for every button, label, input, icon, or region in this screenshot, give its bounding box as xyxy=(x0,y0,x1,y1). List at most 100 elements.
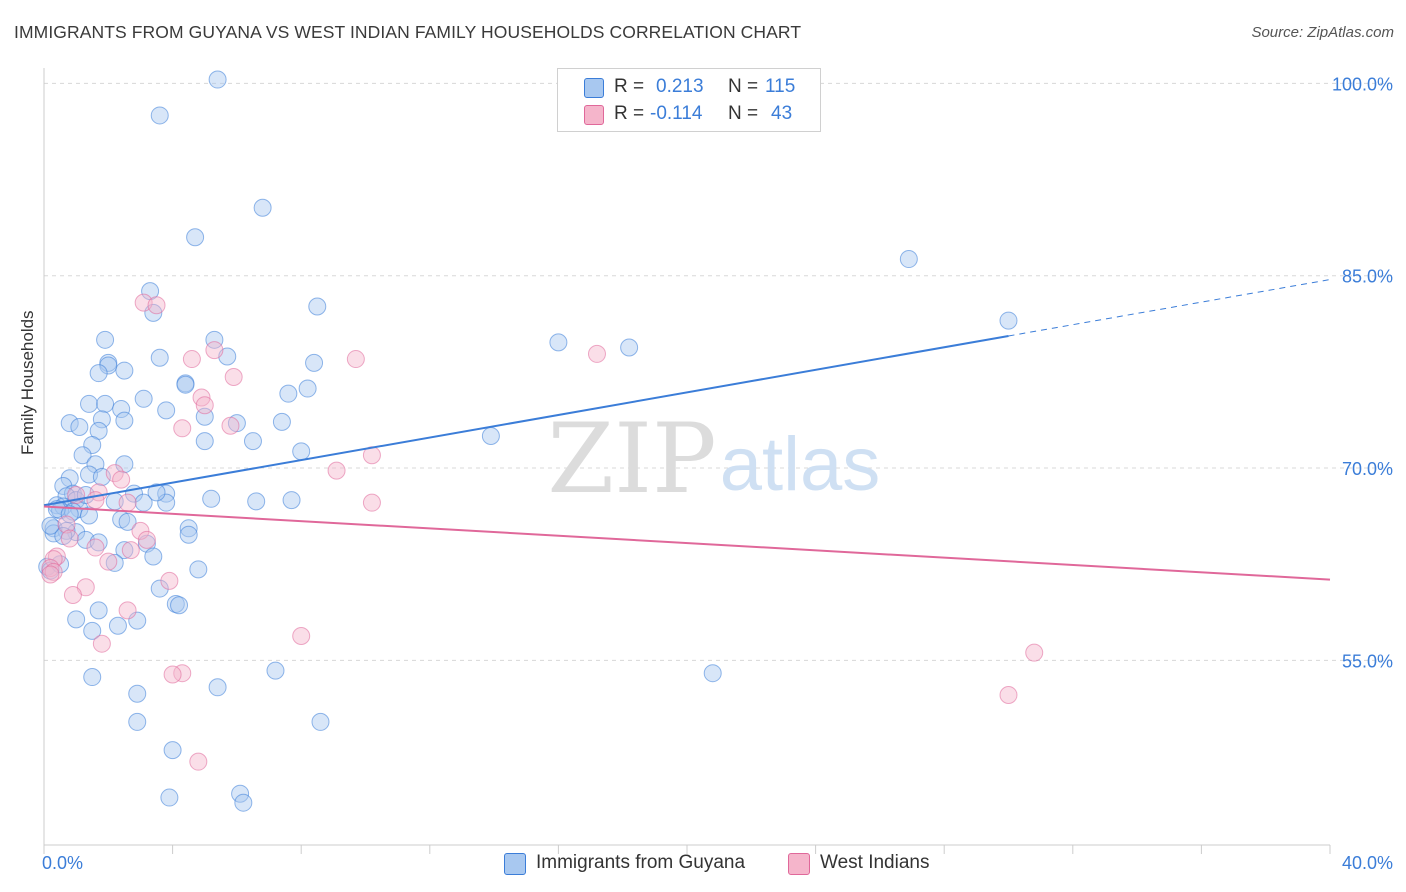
trendline-west-indians xyxy=(43,505,1331,581)
point-guyana xyxy=(115,455,134,474)
point-guyana xyxy=(96,394,115,413)
point-guyana xyxy=(41,516,60,535)
point-guyana xyxy=(272,412,291,431)
point-guyana xyxy=(179,525,198,544)
point-west-indians xyxy=(131,521,150,540)
trendline-guyana xyxy=(43,334,1009,507)
point-west-indians xyxy=(224,368,243,387)
point-west-indians xyxy=(362,493,381,512)
point-west-indians xyxy=(118,601,137,620)
point-guyana xyxy=(247,492,266,511)
point-west-indians xyxy=(195,396,214,415)
point-guyana xyxy=(150,348,169,367)
point-west-indians xyxy=(118,493,137,512)
legend-n-label: N = xyxy=(728,76,759,97)
point-guyana xyxy=(620,338,639,357)
point-guyana xyxy=(118,512,137,531)
point-guyana xyxy=(266,661,285,680)
point-guyana xyxy=(105,553,124,572)
legend-n-value: 43 xyxy=(771,103,793,124)
point-guyana xyxy=(150,579,169,598)
point-west-indians xyxy=(105,464,124,483)
point-guyana xyxy=(234,793,253,812)
point-guyana xyxy=(202,489,221,508)
point-west-indians xyxy=(1025,643,1044,662)
point-west-indians xyxy=(57,515,76,534)
point-guyana xyxy=(89,533,108,552)
point-guyana xyxy=(163,741,182,760)
point-west-indians xyxy=(63,585,82,604)
legend-r-value: -0.114 xyxy=(650,103,703,124)
point-guyana xyxy=(292,442,311,461)
point-guyana xyxy=(549,333,568,352)
point-guyana xyxy=(311,712,330,731)
point-guyana xyxy=(115,411,134,430)
legend-swatch-guyana xyxy=(584,78,604,98)
point-guyana xyxy=(160,788,179,807)
point-guyana xyxy=(170,596,189,615)
point-west-indians xyxy=(292,627,311,646)
legend-r-label: R = xyxy=(614,103,645,124)
point-guyana xyxy=(157,401,176,420)
point-west-indians xyxy=(147,296,166,315)
point-guyana xyxy=(83,621,102,640)
point-guyana xyxy=(147,483,166,502)
point-guyana xyxy=(298,379,317,398)
point-guyana xyxy=(128,684,147,703)
point-west-indians xyxy=(205,341,224,360)
chart-title: IMMIGRANTS FROM GUYANA VS WEST INDIAN FA… xyxy=(14,22,802,42)
bottom-legend-label-guyana: Immigrants from Guyana xyxy=(536,852,746,873)
point-guyana xyxy=(60,505,79,524)
points-layer xyxy=(38,70,1044,812)
point-west-indians xyxy=(112,470,131,489)
point-guyana xyxy=(899,250,918,269)
bottom-legend-swatch-guyana xyxy=(504,853,526,875)
legend-n-label: N = xyxy=(728,103,759,124)
point-guyana xyxy=(308,297,327,316)
point-west-indians xyxy=(221,416,240,435)
point-west-indians xyxy=(47,547,66,566)
point-west-indians xyxy=(160,571,179,590)
point-guyana xyxy=(282,491,301,510)
axis-layer xyxy=(43,68,1331,854)
point-guyana xyxy=(176,375,195,394)
point-guyana xyxy=(144,547,163,566)
point-guyana xyxy=(73,446,92,465)
y-axis-label: Family Households xyxy=(18,310,37,455)
y-tick-label: 55.0% xyxy=(1342,651,1393,671)
point-west-indians xyxy=(173,664,192,683)
bottom-legend-swatch-west-indians xyxy=(788,853,810,875)
point-west-indians xyxy=(189,752,208,771)
source-credit: Source: ZipAtlas.com xyxy=(1251,24,1394,41)
point-west-indians xyxy=(60,529,79,548)
point-guyana xyxy=(92,410,111,429)
point-guyana xyxy=(243,432,262,451)
point-guyana xyxy=(83,668,102,687)
y-tick-label: 70.0% xyxy=(1342,459,1393,479)
point-guyana xyxy=(99,356,118,375)
point-west-indians xyxy=(182,350,201,369)
point-guyana xyxy=(305,353,324,372)
correlation-legend: R = 0.213 N = 115 R = -0.114 N = 43 xyxy=(557,68,821,132)
point-guyana xyxy=(253,198,272,217)
trendline-guyana-projection xyxy=(1008,279,1331,337)
point-guyana xyxy=(189,560,208,579)
point-guyana xyxy=(115,361,134,380)
point-west-indians xyxy=(163,665,182,684)
point-west-indians xyxy=(346,350,365,369)
point-guyana xyxy=(70,418,89,437)
point-guyana xyxy=(999,311,1018,330)
point-guyana xyxy=(60,414,79,433)
point-guyana xyxy=(80,506,99,525)
point-west-indians xyxy=(41,565,60,584)
watermark-zip: ZIP xyxy=(547,403,716,515)
point-west-indians xyxy=(121,541,140,560)
point-guyana xyxy=(54,476,73,495)
point-guyana xyxy=(112,400,131,419)
point-guyana xyxy=(128,712,147,731)
point-guyana xyxy=(195,432,214,451)
point-guyana xyxy=(108,616,127,635)
point-west-indians xyxy=(173,419,192,438)
point-west-indians xyxy=(99,552,118,571)
